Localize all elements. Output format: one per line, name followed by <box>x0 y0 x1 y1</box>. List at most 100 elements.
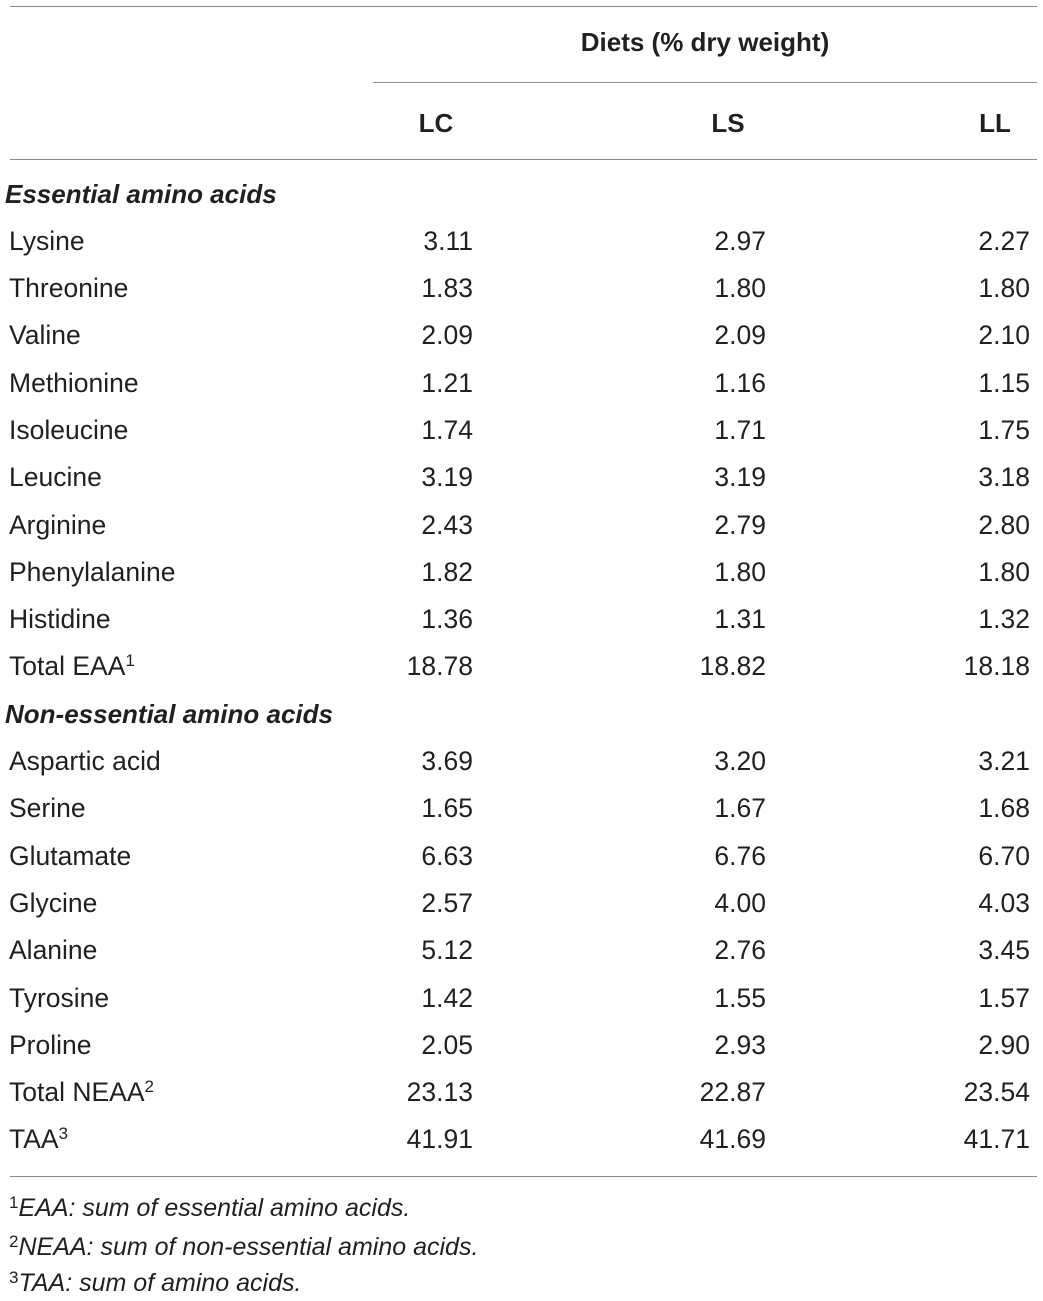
table-row: Isoleucine 1.74 1.71 1.75 <box>0 407 1043 454</box>
table-row-taa: TAA3 41.91 41.69 41.71 <box>0 1116 1043 1163</box>
table-row: Arginine 2.43 2.79 2.80 <box>0 502 1043 549</box>
row-label: Glycine <box>9 888 98 918</box>
cell-ll: 41.71 <box>963 1124 1030 1154</box>
cell-ll: 1.57 <box>978 983 1030 1013</box>
table-row: Phenylalanine 1.82 1.80 1.80 <box>0 549 1043 596</box>
cell-ls: 1.16 <box>714 368 766 398</box>
footnote-mark: 3 <box>9 1268 19 1287</box>
cell-ll: 1.32 <box>978 604 1030 634</box>
header-bottom-rule <box>10 159 1037 160</box>
table-top-rule <box>10 6 1037 7</box>
cell-lc: 6.63 <box>421 841 473 871</box>
cell-ls: 2.76 <box>714 935 766 965</box>
footnote-marker: 3 <box>58 1124 69 1143</box>
footnote: 1EAA: sum of essential amino acids. <box>9 1190 410 1226</box>
table-row: Histidine 1.36 1.31 1.32 <box>0 596 1043 643</box>
cell-ll: 3.18 <box>978 462 1030 492</box>
footnote: 3TAA: sum of amino acids. <box>9 1265 301 1301</box>
row-label: Glutamate <box>9 841 132 871</box>
row-label: Alanine <box>9 935 98 965</box>
cell-ll: 3.21 <box>978 746 1030 776</box>
footnote-text: EAA: sum of essential amino acids. <box>18 1194 411 1222</box>
cell-lc: 18.78 <box>406 651 473 681</box>
cell-lc: 3.69 <box>421 746 473 776</box>
cell-lc: 5.12 <box>421 935 473 965</box>
cell-ll: 4.03 <box>978 888 1030 918</box>
cell-ll: 2.10 <box>978 320 1030 350</box>
cell-ll: 3.45 <box>978 935 1030 965</box>
cell-ls: 3.20 <box>714 746 766 776</box>
footnote-mark: 1 <box>9 1193 19 1212</box>
row-label: Isoleucine <box>9 415 129 445</box>
cell-ls: 2.93 <box>714 1030 766 1060</box>
row-label: Serine <box>9 793 86 823</box>
row-label: Aspartic acid <box>9 746 161 776</box>
cell-lc: 1.74 <box>421 415 473 445</box>
cell-ls: 1.55 <box>714 983 766 1013</box>
cell-ls: 41.69 <box>699 1124 766 1154</box>
section-header-row: Non-essential amino acids <box>0 691 1043 738</box>
cell-ls: 2.79 <box>714 510 766 540</box>
cell-ls: 1.80 <box>714 557 766 587</box>
cell-ls: 4.00 <box>714 888 766 918</box>
row-label-text: Total NEAA <box>9 1077 145 1107</box>
cell-ls: 1.71 <box>714 415 766 445</box>
cell-ll: 2.80 <box>978 510 1030 540</box>
cell-lc: 23.13 <box>406 1077 473 1107</box>
cell-lc: 2.09 <box>421 320 473 350</box>
row-label: Arginine <box>9 510 107 540</box>
cell-ll: 18.18 <box>963 651 1030 681</box>
row-label: Leucine <box>9 462 102 492</box>
cell-ls: 6.76 <box>714 841 766 871</box>
row-label: TAA3 <box>9 1116 68 1163</box>
cell-ll: 1.80 <box>978 557 1030 587</box>
table-row: Lysine 3.11 2.97 2.27 <box>0 218 1043 265</box>
table-row: Aspartic acid 3.69 3.20 3.21 <box>0 738 1043 785</box>
row-label: Tyrosine <box>9 983 110 1013</box>
table-row: Threonine 1.83 1.80 1.80 <box>0 265 1043 312</box>
cell-ll: 1.15 <box>978 368 1030 398</box>
table-row: Valine 2.09 2.09 2.10 <box>0 312 1043 359</box>
cell-lc: 2.43 <box>421 510 473 540</box>
cell-ls: 1.67 <box>714 793 766 823</box>
section-title-non-essential: Non-essential amino acids <box>5 699 333 729</box>
cell-lc: 3.19 <box>421 462 473 492</box>
cell-lc: 2.57 <box>421 888 473 918</box>
row-label-text: TAA <box>9 1124 59 1154</box>
row-label-text: Total EAA <box>9 651 126 681</box>
footnote-text: TAA: sum of amino acids. <box>18 1269 302 1297</box>
row-label: Total NEAA2 <box>9 1069 154 1116</box>
footnote-mark: 2 <box>9 1232 19 1251</box>
table-row: Serine 1.65 1.67 1.68 <box>0 785 1043 832</box>
table-row: Proline 2.05 2.93 2.90 <box>0 1022 1043 1069</box>
column-header-lc: LC <box>418 108 454 138</box>
cell-ll: 1.68 <box>978 793 1030 823</box>
column-header-ll: LL <box>979 108 1011 138</box>
cell-lc: 1.83 <box>421 273 473 303</box>
cell-lc: 41.91 <box>406 1124 473 1154</box>
cell-lc: 1.21 <box>421 368 473 398</box>
diets-span-header: Diets (% dry weight) <box>580 27 830 57</box>
cell-lc: 1.65 <box>421 793 473 823</box>
footnote: 2NEAA: sum of non-essential amino acids. <box>9 1229 478 1265</box>
row-label: Total EAA1 <box>9 643 135 690</box>
row-label: Threonine <box>9 273 129 303</box>
section-header-row: Essential amino acids <box>0 171 1043 218</box>
row-label: Methionine <box>9 368 139 398</box>
cell-ls: 22.87 <box>699 1077 766 1107</box>
cell-lc: 1.82 <box>421 557 473 587</box>
cell-lc: 3.11 <box>423 226 473 256</box>
cell-ls: 2.09 <box>714 320 766 350</box>
cell-lc: 1.42 <box>421 983 473 1013</box>
row-label: Proline <box>9 1030 92 1060</box>
cell-ll: 6.70 <box>978 841 1030 871</box>
row-label: Lysine <box>9 226 85 256</box>
cell-ll: 1.80 <box>978 273 1030 303</box>
cell-ls: 3.19 <box>714 462 766 492</box>
column-header-ls: LS <box>711 108 745 138</box>
row-label: Valine <box>9 320 81 350</box>
cell-lc: 1.36 <box>421 604 473 634</box>
span-header-rule <box>373 82 1037 83</box>
row-label: Phenylalanine <box>9 557 176 587</box>
table-row-total-eaa: Total EAA1 18.78 18.82 18.18 <box>0 643 1043 690</box>
